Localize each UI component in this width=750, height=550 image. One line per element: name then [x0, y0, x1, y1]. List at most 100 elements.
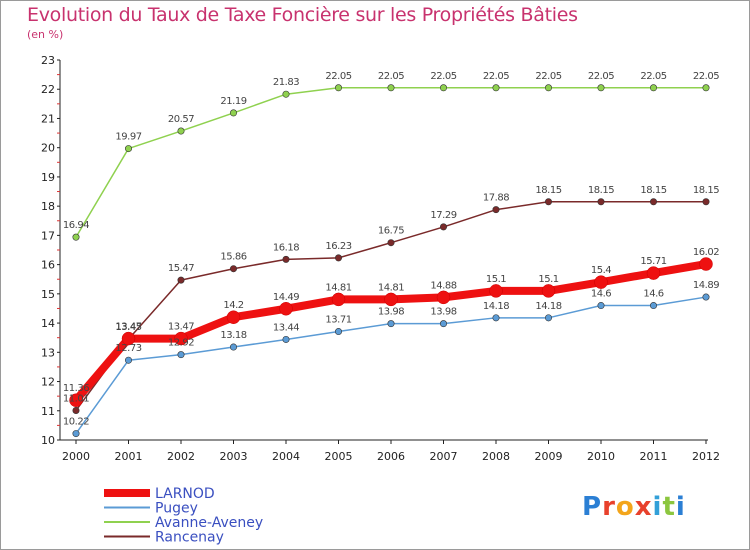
- data-label: 13.18: [220, 330, 246, 341]
- data-label: 15.4: [591, 265, 611, 276]
- data-point: [597, 198, 605, 206]
- x-tick-label: 2009: [535, 450, 563, 463]
- data-label: 14.6: [591, 289, 611, 300]
- y-tick-label: 14: [41, 317, 55, 330]
- y-tick-label: 19: [41, 171, 55, 184]
- data-label: 13.98: [430, 307, 456, 318]
- x-tick-label: 2004: [272, 450, 300, 463]
- x-tick-label: 2006: [377, 450, 405, 463]
- y-tick-label: 23: [41, 54, 55, 67]
- logo-letter: x: [634, 492, 653, 522]
- data-label: 10.22: [63, 417, 89, 428]
- logo-letter: P: [582, 492, 603, 522]
- data-label: 14.88: [430, 280, 456, 291]
- proxiti-logo: Proxiti: [582, 492, 686, 522]
- data-label: 13.44: [273, 322, 299, 333]
- y-tick-label: 10: [41, 434, 55, 447]
- data-point: [177, 351, 185, 359]
- data-point: [541, 284, 556, 298]
- x-tick-label: 2012: [692, 450, 720, 463]
- data-point: [646, 266, 661, 280]
- x-tick-label: 2005: [325, 450, 353, 463]
- data-point: [230, 343, 238, 351]
- data-point: [334, 254, 342, 262]
- data-label: 22.05: [588, 71, 614, 82]
- data-point: [649, 84, 657, 92]
- data-point: [544, 314, 552, 322]
- data-label: 18.15: [693, 185, 719, 196]
- logo-letter: t: [662, 492, 676, 522]
- logo-letter: i: [652, 492, 663, 522]
- y-tick-label: 21: [41, 112, 55, 125]
- chart-title: Evolution du Taux de Taxe Foncière sur l…: [27, 4, 578, 26]
- logo-letter: o: [615, 492, 635, 522]
- data-label: 13.47: [115, 322, 141, 333]
- data-point: [282, 90, 290, 98]
- data-label: 16.75: [378, 226, 404, 237]
- y-tick-label: 13: [41, 346, 55, 359]
- x-tick-label: 2002: [167, 450, 195, 463]
- data-label: 15.86: [220, 252, 246, 263]
- y-tick-label: 15: [41, 288, 55, 301]
- data-point: [387, 239, 395, 247]
- data-label: 22.05: [535, 71, 561, 82]
- data-point: [544, 84, 552, 92]
- data-label: 14.81: [325, 282, 351, 293]
- series-line-avanne-aveney: [75, 87, 707, 238]
- data-point: [334, 328, 342, 336]
- data-label: 16.18: [273, 242, 299, 253]
- data-label: 17.88: [483, 193, 509, 204]
- data-label: 13.98: [378, 307, 404, 318]
- data-point: [387, 320, 395, 328]
- data-point: [226, 310, 241, 324]
- data-point: [282, 255, 290, 263]
- data-label: 13.71: [325, 315, 351, 326]
- data-point: [331, 292, 346, 307]
- x-tick-label: 2003: [220, 450, 248, 463]
- x-tick-label: 2010: [587, 450, 615, 463]
- data-point: [702, 84, 710, 92]
- data-label: 16.23: [325, 241, 351, 252]
- data-label: 15.47: [168, 263, 194, 274]
- data-point: [649, 302, 657, 310]
- data-label: 14.49: [273, 292, 299, 303]
- y-tick-label: 12: [41, 376, 55, 389]
- data-point: [69, 393, 83, 407]
- legend-label: Pugey: [155, 501, 198, 517]
- data-point: [489, 284, 503, 298]
- data-label: 12.92: [168, 338, 194, 349]
- data-point: [597, 84, 605, 92]
- data-point: [177, 276, 185, 284]
- data-label: 14.89: [693, 280, 719, 291]
- y-tick-label: 16: [41, 259, 55, 272]
- data-point: [282, 335, 290, 343]
- data-label: 18.15: [640, 185, 666, 196]
- data-point: [492, 206, 500, 214]
- data-label: 13.47: [168, 322, 194, 333]
- data-point: [177, 127, 185, 135]
- data-label: 19.97: [115, 132, 141, 143]
- data-point: [72, 233, 80, 241]
- y-tick-label: 17: [41, 229, 55, 242]
- data-label: 16.02: [693, 247, 719, 258]
- data-label: 11.36: [63, 383, 89, 394]
- x-tick-label: 2011: [640, 450, 668, 463]
- data-label: 14.6: [643, 289, 663, 300]
- data-point: [230, 265, 238, 273]
- data-label: 15.71: [640, 256, 666, 267]
- data-label: 20.57: [168, 114, 194, 125]
- data-label: 22.05: [378, 71, 404, 82]
- data-point: [279, 302, 293, 316]
- data-label: 22.05: [640, 71, 666, 82]
- data-label: 14.81: [378, 282, 404, 293]
- y-tick-label: 11: [41, 405, 55, 418]
- x-tick-label: 2008: [482, 450, 510, 463]
- data-label: 21.83: [273, 77, 299, 88]
- data-label: 15.1: [486, 274, 506, 285]
- data-point: [125, 356, 133, 364]
- data-label: 14.18: [483, 301, 509, 312]
- data-label: 13.45: [115, 322, 141, 333]
- data-label: 18.15: [588, 185, 614, 196]
- data-point: [439, 320, 447, 328]
